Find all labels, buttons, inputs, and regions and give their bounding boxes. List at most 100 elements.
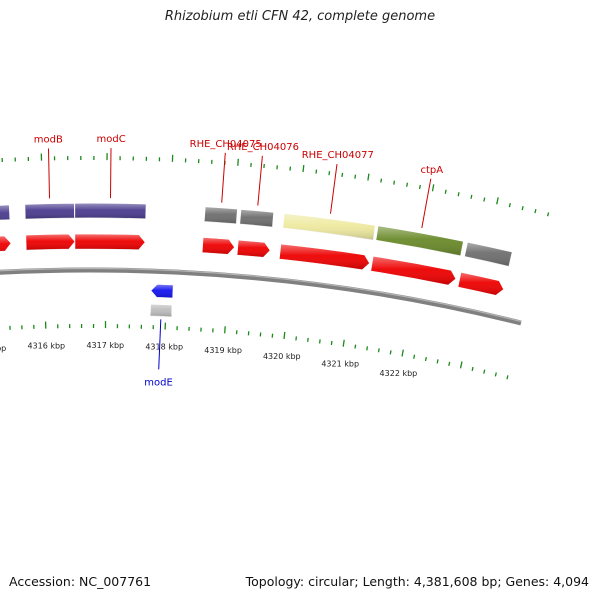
inner-tick bbox=[295, 336, 298, 341]
inner-tick bbox=[330, 340, 333, 346]
gene-label-leader bbox=[421, 178, 432, 229]
inner-tick bbox=[224, 326, 226, 334]
outer-tick bbox=[431, 184, 435, 192]
reverse-gene[interactable] bbox=[149, 283, 174, 318]
inner-tick bbox=[401, 349, 404, 357]
cds-arrow-shade bbox=[74, 234, 146, 250]
scale-label: 4321 kbp bbox=[321, 360, 359, 369]
gene-block-shade bbox=[464, 242, 513, 267]
inner-tick bbox=[459, 361, 463, 369]
gene-label-leader bbox=[257, 155, 263, 206]
cds-arrow-shade bbox=[370, 256, 456, 285]
scale-label: 4315 kbp bbox=[0, 344, 6, 353]
inner-tick bbox=[342, 339, 345, 347]
inner-tick bbox=[424, 356, 427, 362]
cds-arrow-shade bbox=[279, 244, 370, 270]
forward-gene[interactable] bbox=[0, 204, 12, 254]
scale-label: 4320 kbp bbox=[263, 352, 301, 361]
scale-label: 4322 kbp bbox=[380, 369, 418, 378]
gene-label-leader bbox=[48, 148, 50, 199]
outer-tick bbox=[546, 212, 550, 217]
gene-label-leader bbox=[158, 319, 162, 370]
gene-label: modC bbox=[96, 134, 125, 145]
outer-tick bbox=[341, 172, 344, 177]
cds-arrow-shade bbox=[458, 272, 504, 296]
genome-summary-label: Topology: circular; Length: 4,381,608 bp… bbox=[245, 574, 589, 589]
inner-tick bbox=[436, 359, 439, 364]
gene-label-leader bbox=[221, 152, 226, 203]
gene-features[interactable] bbox=[0, 202, 514, 318]
scale-label: 4319 kbp bbox=[204, 346, 242, 355]
scale-label: 4318 kbp bbox=[145, 343, 183, 352]
cds-arrow-shade bbox=[237, 240, 271, 258]
accession-label: Accession: NC_007761 bbox=[9, 574, 152, 589]
gene-block-shade bbox=[0, 204, 10, 221]
inner-tick bbox=[366, 346, 369, 351]
forward-gene[interactable] bbox=[74, 202, 147, 251]
outer-tick bbox=[380, 178, 383, 183]
outer-tick bbox=[418, 184, 421, 190]
gene-label-leader bbox=[110, 148, 112, 199]
outer-tick bbox=[534, 209, 537, 214]
gene-label: RHE_CH04076 bbox=[227, 142, 299, 153]
inner-tick bbox=[354, 344, 357, 349]
outer-tick bbox=[457, 192, 460, 197]
inner-tick bbox=[307, 337, 309, 342]
backbone-highlight bbox=[0, 267, 522, 323]
outer-tick bbox=[302, 165, 305, 173]
forward-gene[interactable] bbox=[236, 208, 275, 258]
genome-title: Rhizobium etli CFN 42, complete genome bbox=[164, 9, 436, 24]
backbone-arc bbox=[0, 267, 522, 326]
cds-arrow-shade bbox=[202, 237, 235, 255]
inner-tick bbox=[377, 348, 380, 353]
scale-label: 4316 kbp bbox=[27, 342, 65, 351]
forward-gene[interactable] bbox=[201, 206, 239, 255]
forward-gene[interactable] bbox=[457, 241, 514, 296]
gene-label-leader bbox=[330, 164, 338, 214]
inner-tick bbox=[389, 350, 392, 355]
gene-block-shade bbox=[150, 304, 173, 317]
inner-tick bbox=[494, 372, 497, 377]
outer-tick bbox=[521, 206, 524, 211]
inner-tick bbox=[283, 331, 286, 340]
forward-gene[interactable] bbox=[278, 212, 377, 271]
outer-tick bbox=[496, 197, 499, 205]
inner-tick bbox=[471, 366, 474, 372]
inner-tick bbox=[413, 354, 416, 359]
outer-tick bbox=[315, 169, 318, 174]
backbone bbox=[0, 267, 522, 326]
inner-tick bbox=[318, 339, 321, 344]
outer-tick bbox=[406, 182, 409, 187]
gene-block-shade bbox=[375, 225, 464, 256]
outer-tick bbox=[354, 174, 357, 179]
cds-arrow-shade bbox=[150, 284, 174, 298]
outer-tick bbox=[470, 194, 473, 199]
gene-block-shade bbox=[24, 203, 75, 220]
gene-labels: nadDmodAmodBmodCRHE_CH04075RHE_CH04076RH… bbox=[34, 134, 444, 388]
inner-tick bbox=[483, 369, 486, 374]
forward-gene[interactable] bbox=[370, 225, 465, 286]
outer-tick bbox=[393, 180, 396, 185]
outer-tick bbox=[483, 197, 486, 202]
inner-tick bbox=[506, 375, 509, 380]
gene-label: ctpA bbox=[420, 165, 443, 176]
gene-block-shade bbox=[282, 213, 376, 240]
gene-block-shade bbox=[74, 203, 147, 219]
gene-label: modE bbox=[144, 377, 173, 388]
forward-gene[interactable] bbox=[24, 202, 76, 251]
outer-tick bbox=[444, 189, 447, 194]
gene-block-shade bbox=[204, 206, 238, 224]
outer-tick bbox=[237, 158, 239, 166]
outer-tick bbox=[328, 171, 331, 176]
gene-label: modB bbox=[34, 135, 63, 146]
outer-tick bbox=[367, 173, 370, 181]
gene-block-shade bbox=[239, 209, 274, 228]
gene-label: RHE_CH04075 bbox=[190, 139, 262, 150]
scale-label: 4317 kbp bbox=[86, 341, 124, 350]
cds-arrow-shade bbox=[25, 234, 75, 251]
cds-arrow-shade bbox=[0, 236, 11, 252]
inner-tick bbox=[448, 361, 451, 366]
outer-tick bbox=[508, 203, 511, 208]
